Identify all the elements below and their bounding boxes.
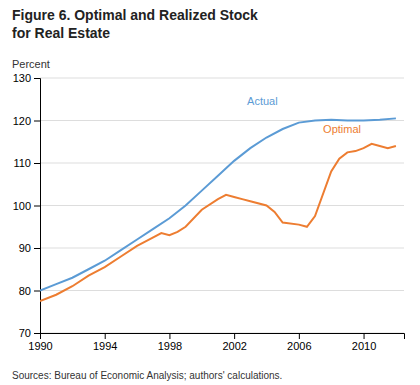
series-line xyxy=(40,144,396,301)
x-tick: 1994 xyxy=(93,333,117,352)
y-tick: 80 xyxy=(19,285,40,297)
y-tick-mark xyxy=(34,163,40,164)
y-tick: 110 xyxy=(13,157,40,169)
y-tick-label: 120 xyxy=(13,115,31,127)
lines xyxy=(40,118,396,301)
y-tick-mark xyxy=(34,206,40,207)
title: Figure 6. Optimal and Realized Stock xyxy=(12,7,258,23)
x-tick-mark xyxy=(299,333,300,339)
series-line xyxy=(40,118,396,290)
x-tick: 2010 xyxy=(352,333,376,352)
x-tick-label: 1990 xyxy=(28,340,52,352)
source: Sources: Bureau of Economic Analysis; au… xyxy=(12,370,282,381)
x-tick-label: 2010 xyxy=(352,340,376,352)
y-tick-mark xyxy=(34,248,40,249)
y-tick-mark xyxy=(34,333,40,334)
y-tick-mark xyxy=(34,291,40,292)
x-tick-mark xyxy=(105,333,106,339)
y-axis: 70 80 90 100 110 120 130 xyxy=(13,72,41,339)
grid xyxy=(40,78,404,333)
x-tick-label: 2002 xyxy=(222,340,246,352)
grid-line xyxy=(40,163,404,164)
x-tick-label: 1994 xyxy=(93,340,117,352)
x-axis-line xyxy=(41,334,405,340)
y-tick: 130 xyxy=(13,72,40,84)
x-tick: 2006 xyxy=(287,333,311,352)
subtitle: for Real Estate xyxy=(12,25,110,41)
y-tick-mark xyxy=(34,121,40,122)
y-tick-mark xyxy=(34,78,40,79)
x-tick-mark xyxy=(234,333,235,339)
x-tick: 2002 xyxy=(222,333,246,352)
y-tick-label: 80 xyxy=(19,285,31,297)
y-tick-label: 90 xyxy=(19,242,31,254)
x-axis: 1990 1994 1998 2002 2006 2010 xyxy=(28,333,404,352)
y-tick-label: 130 xyxy=(13,72,31,84)
y-label: Percent xyxy=(12,58,50,70)
grid-line xyxy=(40,290,404,291)
x-tick: 1990 xyxy=(28,333,52,352)
x-tick-mark xyxy=(169,333,170,339)
y-tick-label: 70 xyxy=(19,327,31,339)
y-axis-line xyxy=(34,79,41,334)
x-tick-label: 1998 xyxy=(158,340,182,352)
plot-area: 1990 1994 1998 2002 2006 2010 70 80 90 100 110 120 1… xyxy=(13,72,405,352)
y-tick: 120 xyxy=(13,115,40,127)
y-tick-label: 110 xyxy=(13,157,31,169)
y-tick-label: 100 xyxy=(13,200,31,212)
annotations: Actual Optimal xyxy=(247,95,361,135)
line-label: Actual xyxy=(247,95,278,107)
grid-line xyxy=(40,78,404,79)
x-tick-mark xyxy=(364,333,365,339)
grid-line xyxy=(40,205,404,206)
y-tick: 70 xyxy=(19,327,40,339)
x-tick-label: 2006 xyxy=(287,340,311,352)
chart: Figure 6. Optimal and Realized Stock for … xyxy=(0,0,420,385)
y-tick: 100 xyxy=(13,200,40,212)
y-tick: 90 xyxy=(19,242,40,254)
x-tick: 1998 xyxy=(158,333,182,352)
grid-line xyxy=(40,248,404,249)
line-label: Optimal xyxy=(323,123,361,135)
